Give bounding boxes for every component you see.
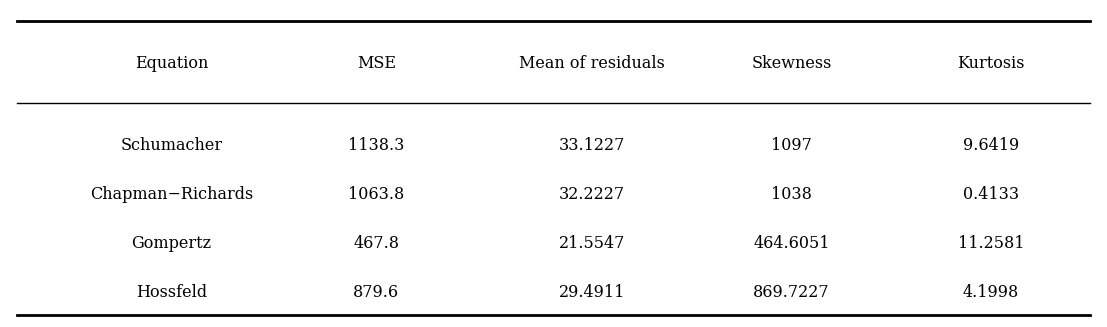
Text: 467.8: 467.8 [353, 235, 400, 252]
Text: 464.6051: 464.6051 [753, 235, 830, 252]
Text: Mean of residuals: Mean of residuals [519, 55, 665, 72]
Text: 1063.8: 1063.8 [349, 186, 404, 203]
Text: Schumacher: Schumacher [121, 137, 223, 154]
Text: Kurtosis: Kurtosis [958, 55, 1024, 72]
Text: 9.6419: 9.6419 [963, 137, 1018, 154]
Text: Skewness: Skewness [752, 55, 831, 72]
Text: Equation: Equation [135, 55, 208, 72]
Text: 11.2581: 11.2581 [958, 235, 1024, 252]
Text: Gompertz: Gompertz [132, 235, 211, 252]
Text: 32.2227: 32.2227 [559, 186, 625, 203]
Text: 879.6: 879.6 [353, 284, 400, 301]
Text: 1038: 1038 [772, 186, 811, 203]
Text: 29.4911: 29.4911 [559, 284, 625, 301]
Text: 0.4133: 0.4133 [963, 186, 1018, 203]
Text: 33.1227: 33.1227 [559, 137, 625, 154]
Text: 869.7227: 869.7227 [753, 284, 830, 301]
Text: 4.1998: 4.1998 [963, 284, 1018, 301]
Text: 1097: 1097 [772, 137, 811, 154]
Text: Hossfeld: Hossfeld [136, 284, 207, 301]
Text: 21.5547: 21.5547 [559, 235, 625, 252]
Text: MSE: MSE [356, 55, 396, 72]
Text: Chapman−Richards: Chapman−Richards [90, 186, 254, 203]
Text: 1138.3: 1138.3 [349, 137, 404, 154]
